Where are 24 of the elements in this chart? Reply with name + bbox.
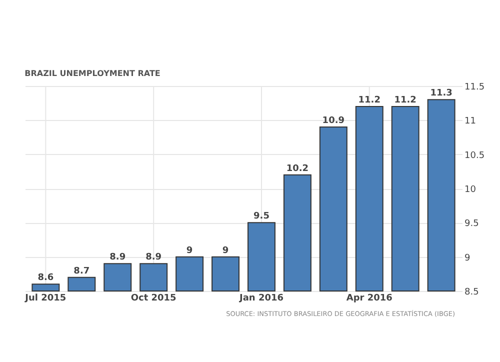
data-label: 11.2 xyxy=(358,96,380,106)
x-tick-label: Jan 2016 xyxy=(238,294,284,304)
data-label: 8.6 xyxy=(38,273,54,284)
x-tick-label: Jul 2015 xyxy=(24,294,66,304)
y-tick-label: 10 xyxy=(464,185,476,195)
data-label: 11.2 xyxy=(394,96,416,106)
data-label: 8.9 xyxy=(110,252,126,263)
chart-title: BRAZIL UNEMPLOYMENT RATE xyxy=(24,69,160,78)
data-label: 10.9 xyxy=(322,116,345,126)
data-label: 9 xyxy=(186,246,193,256)
y-tick-label: 8.5 xyxy=(464,288,479,298)
y-tick-label: 11.5 xyxy=(464,82,485,92)
data-label: 11.3 xyxy=(430,88,452,99)
data-label: 10.2 xyxy=(286,164,309,174)
y-tick-label: 9 xyxy=(464,253,470,264)
data-label: 8.7 xyxy=(74,266,90,276)
y-tick-label: 10.5 xyxy=(464,150,485,161)
y-tick-label: 11 xyxy=(464,116,476,127)
x-tick-label: Apr 2016 xyxy=(346,294,392,304)
x-tick-label: Oct 2015 xyxy=(130,294,176,304)
data-label: 8.9 xyxy=(146,252,162,263)
data-label: 9.5 xyxy=(254,212,270,222)
y-tick-label: 9.5 xyxy=(464,219,479,230)
data-label: 9 xyxy=(222,246,229,256)
